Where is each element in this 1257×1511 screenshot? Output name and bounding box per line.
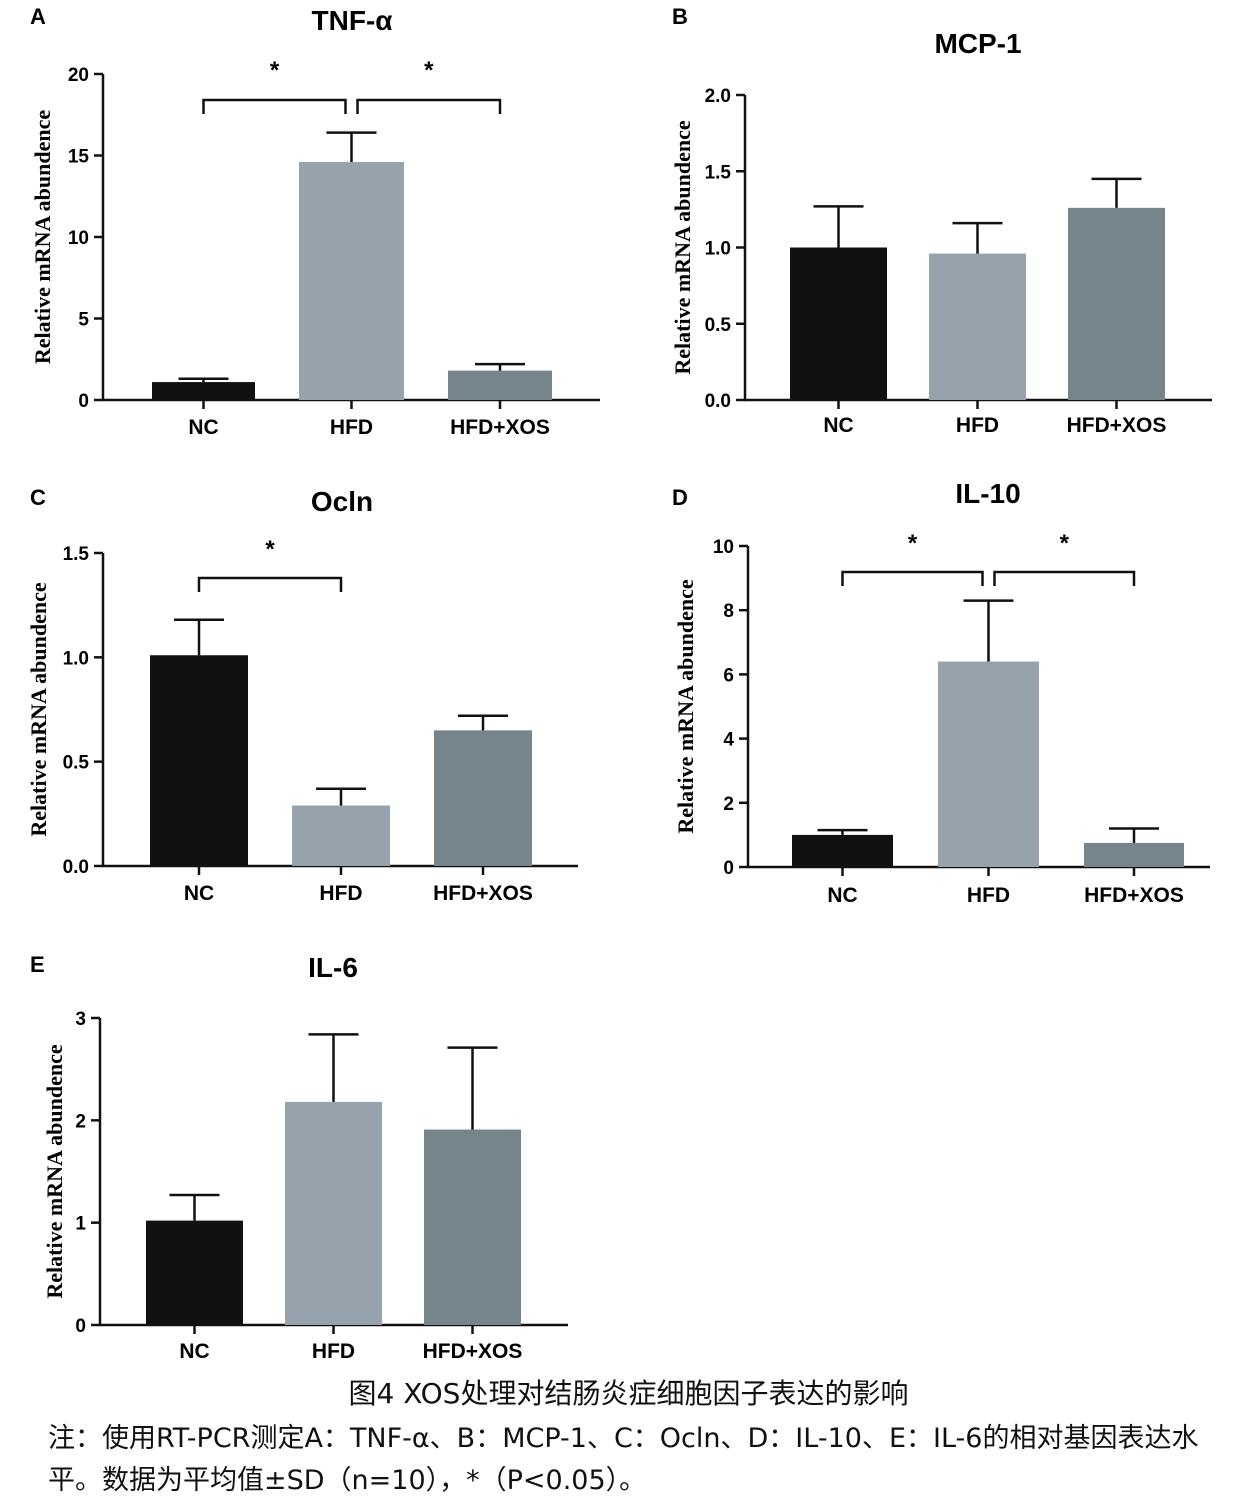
category-label: HFD+XOS [450,416,550,439]
bar-hfd [929,253,1026,400]
bar-nc [150,655,248,866]
y-tick-label: 1.0 [63,648,89,669]
y-axis-title: Relative mRNA abundence [673,579,698,833]
y-tick-label: 1.5 [63,544,90,565]
y-tick-label: 15 [68,147,90,168]
y-axis-title: Relative mRNA abundence [670,120,695,374]
y-tick-label: 10 [713,537,734,558]
y-tick-label: 3 [75,1009,86,1030]
y-tick-label: 1.5 [705,162,732,183]
panel-letter: E [30,952,45,977]
y-tick-label: 0.5 [705,315,732,336]
bar-hfd [938,661,1039,867]
bar-hfd-xos [1084,842,1184,867]
bar-hfd [285,1101,382,1325]
y-tick-label: 5 [78,310,89,331]
chart-title: TNF-α [312,5,393,36]
significance-star: * [1060,530,1070,557]
category-label: HFD+XOS [433,882,533,905]
y-tick-label: 2 [723,794,734,815]
bar-nc [792,834,893,867]
category-label: HFD [956,414,999,437]
panel-letter: B [672,4,688,29]
significance-bracket [197,576,343,592]
bar-hfd [292,805,390,866]
y-axis-title: Relative mRNA abundence [30,110,55,364]
bar-hfd-xos [434,730,532,866]
significance-star: * [265,536,275,563]
y-tick-label: 0.5 [63,753,90,774]
y-tick-label: 20 [68,65,89,86]
category-label: HFD [319,882,362,905]
panel-letter: C [30,485,46,510]
significance-bracket [356,98,502,114]
significance-star: * [270,57,280,84]
significance-star: * [424,57,434,84]
y-tick-label: 0.0 [705,391,731,412]
chart-title: IL-6 [308,952,358,983]
y-tick-label: 6 [723,665,734,686]
category-label: NC [188,416,218,439]
panel-letter: D [672,485,688,510]
y-axis-title: Relative mRNA abundence [42,1044,67,1298]
chart-title: MCP-1 [934,28,1021,59]
chart-panel-d: D IL-10 0 2 4 6 8 10 Relative mRNA abundence NC HF… [672,478,1210,907]
y-tick-label: 2 [75,1111,86,1132]
chart-title: Ocln [311,486,373,517]
chart-panel-b: B MCP-1 0.0 0.5 1.0 1.5 2.0 Relative mRNA abund… [670,4,1212,437]
y-tick-label: 0 [78,391,89,412]
bar-hfd-xos [1068,207,1165,400]
bar-hfd-xos [424,1129,521,1325]
bar-nc [790,247,887,400]
significance-bracket [202,98,347,114]
panel-letter: A [30,4,46,29]
significance-bracket [841,570,984,586]
y-tick-label: 10 [68,228,89,249]
category-label: HFD [330,416,373,439]
y-tick-label: 0.0 [63,857,89,878]
y-tick-label: 1.0 [705,239,731,260]
y-tick-label: 8 [723,601,734,622]
y-axis-title: Relative mRNA abundence [26,582,51,836]
figure-caption-title: 图4 XOS处理对结肠炎症细胞因子表达的影响 [348,1377,909,1410]
chart-panel-a: A TNF-α 0 5 10 15 20 Relative mRNA abundence NC H… [30,4,600,439]
category-label: HFD [967,884,1010,907]
y-tick-label: 2.0 [705,86,731,107]
category-label: NC [827,884,857,907]
y-tick-label: 0 [723,858,734,879]
bar-hfd [299,162,404,400]
category-label: NC [823,414,853,437]
y-tick-label: 1 [75,1214,86,1235]
y-tick-label: 0 [75,1316,86,1337]
category-label: HFD+XOS [1084,884,1184,907]
category-label: HFD+XOS [423,1340,523,1363]
bar-nc [152,382,255,400]
bar-hfd-xos [448,370,552,400]
significance-bracket [993,570,1136,586]
significance-star: * [908,530,918,557]
bar-nc [146,1220,243,1325]
category-label: NC [179,1340,209,1363]
chart-panel-e: E IL-6 0 1 2 3 Relative mRNA abundence NC HFD HFD… [30,952,568,1363]
y-tick-label: 4 [723,730,734,751]
category-label: HFD [312,1340,355,1363]
category-label: NC [184,882,214,905]
chart-title: IL-10 [955,478,1020,509]
figure-caption-note: 注：使用RT-PCR测定A：TNF-α、B：MCP-1、C：Ocln、D：IL-… [48,1423,1199,1496]
category-label: HFD+XOS [1067,414,1167,437]
chart-panel-c: C Ocln 0.0 0.5 1.0 1.5 Relative mRNA abundence… [26,485,578,905]
